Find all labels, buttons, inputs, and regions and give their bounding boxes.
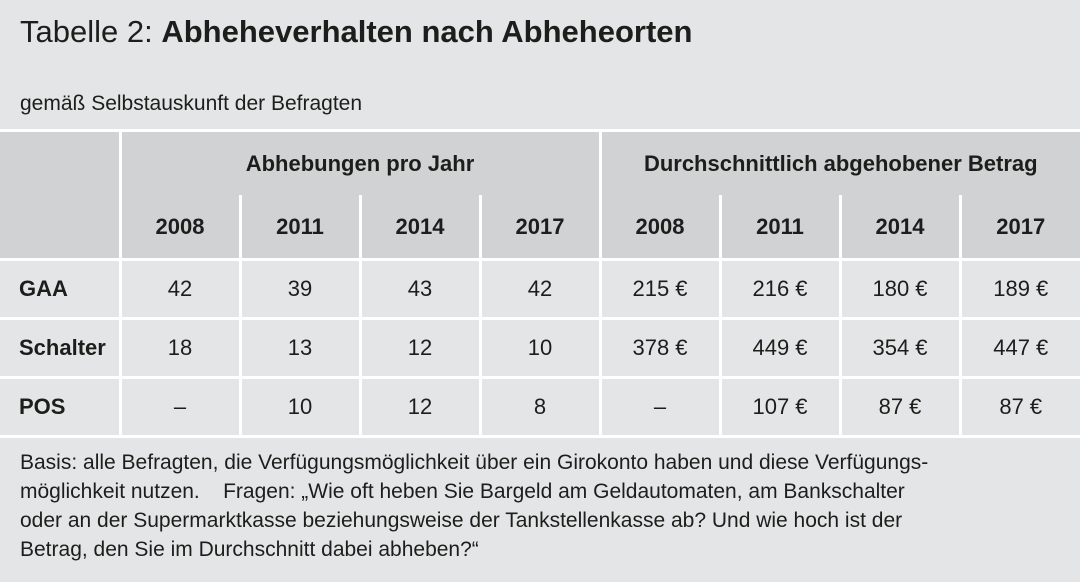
data-table: Abhebungen pro Jahr Durchschnittlich abg… (0, 132, 1080, 439)
year-header: 2017 (958, 195, 1080, 260)
table-cell: 10 (238, 376, 360, 437)
year-header: 2017 (478, 195, 600, 260)
year-header: 2014 (358, 195, 480, 260)
table-cell: 189 € (958, 258, 1080, 319)
table-cell: 39 (238, 258, 360, 319)
table-row-pos: POS – 10 12 8 – 107 € 87 € 87 € (0, 376, 1080, 437)
table-title: Tabelle 2: Abheheverhalten nach Abheheor… (20, 12, 692, 52)
table-cell: 180 € (838, 258, 960, 319)
year-header: 2014 (838, 195, 960, 260)
corner-cell (0, 132, 120, 260)
table-row-gaa: GAA 42 39 43 42 215 € 216 € 180 € 189 € (0, 258, 1080, 319)
row-label: GAA (0, 258, 120, 319)
footnote: Basis: alle Befragten, die Verfügungsmög… (20, 448, 1065, 564)
year-header: 2008 (598, 195, 720, 260)
table-subtitle: gemäß Selbstauskunft der Befragten (20, 92, 363, 115)
table-cell: 12 (358, 376, 480, 437)
title-bar: Tabelle 2: Abheheverhalten nach Abheheor… (0, 0, 1080, 80)
table-cell: 216 € (718, 258, 840, 319)
bottom-rule-row (0, 435, 1080, 439)
footnote-line: möglichkeit nutzen. Fragen: „Wie oft heb… (20, 480, 905, 503)
table-cell: 354 € (838, 317, 960, 378)
table-cell: 215 € (598, 258, 720, 319)
table-cell: 43 (358, 258, 480, 319)
row-label: POS (0, 376, 120, 437)
table-number-label: Tabelle 2: (20, 14, 153, 49)
table-cell: – (598, 376, 720, 437)
footnote-line: Betrag, den Sie im Durchschnitt dabei ab… (20, 538, 479, 561)
table-cell: 42 (478, 258, 600, 319)
row-label: Schalter (0, 317, 120, 378)
table-cell: 87 € (958, 376, 1080, 437)
year-header: 2011 (238, 195, 360, 260)
table-cell: 12 (358, 317, 480, 378)
table-cell: 107 € (718, 376, 840, 437)
divider (0, 129, 1080, 132)
table-cell: 8 (478, 376, 600, 437)
table-cell: 18 (118, 317, 240, 378)
group-header-withdrawals: Abhebungen pro Jahr (118, 132, 600, 195)
footnote-line: Basis: alle Befragten, die Verfügungsmög… (20, 451, 929, 474)
header-row-years: 2008 2011 2014 2017 2008 2011 2014 2017 (0, 195, 1080, 260)
divider (0, 435, 1080, 439)
table-cell: 13 (238, 317, 360, 378)
year-header: 2008 (118, 195, 240, 260)
table-cell: 10 (478, 317, 600, 378)
table-cell: 447 € (958, 317, 1080, 378)
footnote-line: oder an der Supermarktkasse beziehungswe… (20, 509, 903, 532)
table-cell: 378 € (598, 317, 720, 378)
group-header-average-amount: Durchschnittlich abgehobener Betrag (598, 132, 1080, 195)
table-cell: 87 € (838, 376, 960, 437)
table-row-schalter: Schalter 18 13 12 10 378 € 449 € 354 € 4… (0, 317, 1080, 378)
year-header: 2011 (718, 195, 840, 260)
table-cell: 42 (118, 258, 240, 319)
table-title-text: Abheheverhalten nach Abheheorten (161, 14, 693, 49)
table-cell: – (118, 376, 240, 437)
header-row-groups: Abhebungen pro Jahr Durchschnittlich abg… (0, 132, 1080, 260)
table-cell: 449 € (718, 317, 840, 378)
